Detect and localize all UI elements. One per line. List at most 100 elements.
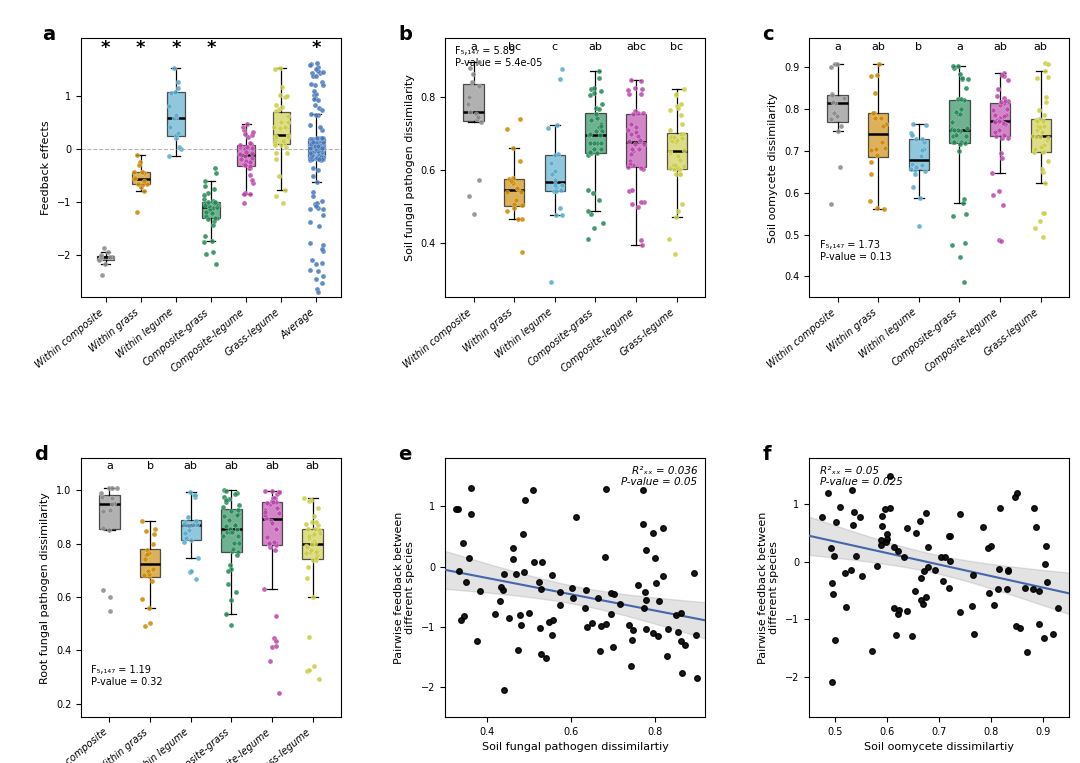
Point bbox=[302, 151, 320, 163]
Point bbox=[918, 507, 935, 519]
Point bbox=[308, 143, 325, 156]
Point bbox=[947, 124, 964, 137]
Point bbox=[540, 616, 557, 628]
Point bbox=[267, 153, 284, 165]
Point bbox=[303, 144, 321, 156]
Point bbox=[621, 154, 638, 166]
Point bbox=[231, 148, 248, 160]
Point bbox=[272, 138, 289, 150]
Point bbox=[620, 161, 637, 173]
Point bbox=[846, 506, 863, 518]
Point bbox=[845, 518, 862, 530]
Point bbox=[647, 552, 664, 565]
Point bbox=[913, 150, 930, 162]
Point bbox=[637, 586, 654, 598]
Point bbox=[624, 159, 642, 171]
Point bbox=[94, 505, 111, 517]
Point bbox=[312, 150, 329, 163]
Point bbox=[906, 168, 923, 180]
Point bbox=[306, 140, 323, 152]
Point bbox=[309, 519, 326, 531]
Point bbox=[126, 172, 144, 184]
Point bbox=[630, 579, 647, 591]
Point bbox=[306, 523, 323, 535]
Point bbox=[956, 237, 973, 250]
Point bbox=[1031, 121, 1049, 133]
Point bbox=[234, 121, 252, 134]
Point bbox=[995, 69, 1012, 82]
Point bbox=[863, 156, 880, 168]
Point bbox=[198, 248, 215, 260]
Text: d: d bbox=[35, 445, 49, 464]
Point bbox=[302, 146, 320, 159]
Point bbox=[568, 510, 585, 523]
Point bbox=[936, 551, 954, 563]
Point bbox=[629, 108, 646, 120]
Point bbox=[314, 246, 332, 258]
Point bbox=[301, 153, 319, 166]
Text: abc: abc bbox=[626, 42, 646, 52]
Point bbox=[966, 628, 983, 640]
Point bbox=[206, 162, 224, 174]
Point bbox=[309, 283, 326, 295]
Point bbox=[139, 565, 157, 578]
Point bbox=[310, 153, 327, 165]
Point bbox=[242, 188, 259, 200]
Point bbox=[525, 555, 542, 568]
Point bbox=[311, 220, 328, 232]
Point bbox=[200, 213, 217, 225]
Point bbox=[984, 104, 1001, 116]
Point bbox=[220, 493, 238, 505]
Point bbox=[511, 113, 528, 125]
Point bbox=[585, 143, 603, 155]
Point bbox=[565, 591, 582, 604]
Point bbox=[230, 508, 247, 520]
Point bbox=[580, 184, 597, 196]
Point bbox=[267, 131, 284, 143]
Point bbox=[645, 627, 662, 639]
Point bbox=[1011, 622, 1028, 634]
Point bbox=[310, 109, 327, 121]
Point bbox=[836, 92, 853, 104]
Point bbox=[623, 74, 640, 86]
Point bbox=[949, 60, 967, 72]
Point bbox=[1000, 95, 1017, 107]
Point bbox=[208, 202, 226, 214]
Point bbox=[197, 230, 214, 242]
Point bbox=[597, 618, 615, 630]
Point bbox=[592, 129, 609, 141]
Point bbox=[186, 491, 203, 503]
Point bbox=[951, 108, 969, 121]
Point bbox=[268, 635, 285, 647]
Point bbox=[265, 632, 282, 644]
Point bbox=[843, 485, 861, 497]
Point bbox=[903, 128, 920, 140]
Point bbox=[91, 253, 108, 266]
Point bbox=[237, 159, 254, 171]
Point bbox=[140, 602, 158, 614]
Point bbox=[1036, 56, 1053, 69]
Point bbox=[1016, 582, 1034, 594]
Point bbox=[162, 121, 179, 134]
Point bbox=[271, 63, 288, 75]
Point bbox=[232, 141, 249, 153]
Point bbox=[309, 138, 326, 150]
Point bbox=[471, 175, 488, 187]
Point bbox=[197, 175, 214, 187]
Point bbox=[95, 584, 112, 596]
Point bbox=[102, 605, 119, 617]
Text: *: * bbox=[206, 39, 216, 57]
Point bbox=[914, 133, 931, 145]
Point bbox=[944, 136, 961, 148]
Point bbox=[873, 510, 890, 523]
Point bbox=[664, 159, 681, 171]
PathPatch shape bbox=[180, 520, 201, 540]
Point bbox=[545, 165, 563, 177]
Point bbox=[264, 641, 281, 653]
Point bbox=[820, 487, 837, 499]
Point bbox=[510, 213, 527, 225]
Point bbox=[106, 497, 123, 509]
Point bbox=[553, 184, 570, 196]
Point bbox=[302, 59, 320, 71]
Point bbox=[176, 516, 193, 528]
